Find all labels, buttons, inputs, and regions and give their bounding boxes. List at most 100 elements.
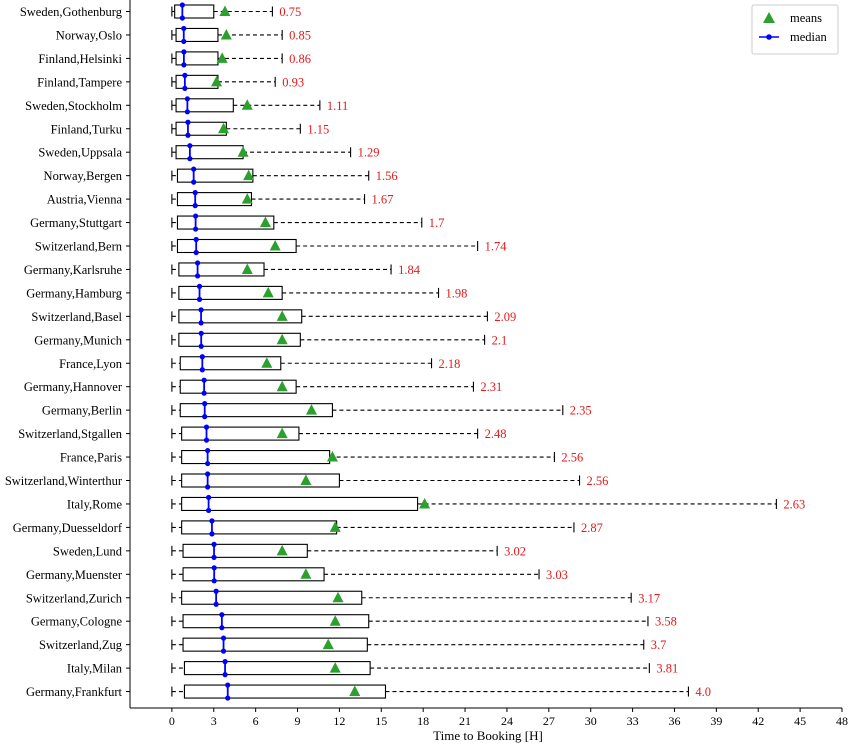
box-row: Germany,Frankfurt 4.0 xyxy=(26,682,711,701)
iqr-box xyxy=(182,543,308,558)
mean-marker xyxy=(276,310,288,321)
iqr-box xyxy=(178,332,301,347)
category-label: Germany,Cologne xyxy=(31,615,123,629)
mean-marker xyxy=(332,591,344,603)
median-value-label: 1.29 xyxy=(358,146,380,160)
median-dot-top xyxy=(205,494,212,501)
iqr-box xyxy=(181,449,331,465)
mean-marker xyxy=(300,474,312,485)
mean-marker xyxy=(241,193,253,204)
category-label: Norway,Oslo xyxy=(56,28,122,42)
box-row: Switzerland,Zurich 3.17 xyxy=(26,588,660,607)
median-value-label: 2.09 xyxy=(494,310,516,324)
mean-marker xyxy=(300,568,312,579)
category-label: Switzerland,Basel xyxy=(31,310,122,324)
mean-marker xyxy=(276,427,288,439)
category-label: Sweden,Stockholm xyxy=(25,99,122,113)
median-dot-bottom xyxy=(196,296,203,302)
category-label: Italy,Rome xyxy=(67,497,123,511)
legend-frame xyxy=(751,4,839,55)
category-label: Germany,Hannover xyxy=(24,380,123,394)
mean-marker xyxy=(262,286,274,298)
median-value-label: 3.7 xyxy=(651,638,667,652)
axes: 0 3 6 9 12 15 18 21 24 27 30 33 36 39 42 45 48 xyxy=(129,0,848,728)
mean-marker xyxy=(276,544,288,556)
median-dot-top xyxy=(211,565,217,571)
legend-means-label: means xyxy=(790,11,822,25)
median-dot-bottom xyxy=(198,320,204,326)
iqr-box xyxy=(179,403,333,418)
category-label: Finland,Turku xyxy=(51,122,123,136)
category-label: Italy,Milan xyxy=(67,662,123,676)
category-label: Switzerland,Zurich xyxy=(26,591,123,605)
median-dot-bottom xyxy=(201,390,207,396)
iqr-box xyxy=(181,496,419,512)
box-row: Sweden,Stockholm 1.11 xyxy=(25,96,348,115)
category-label: Germany,Frankfurt xyxy=(26,685,123,699)
median-dot-top xyxy=(179,2,185,8)
median-dot-top xyxy=(192,190,198,196)
iqr-box xyxy=(182,637,368,652)
box-row: Switzerland,Winterthur 2.56 xyxy=(5,471,609,490)
legend-mean-triangle-icon xyxy=(763,12,775,23)
box-row: Austria,Vienna 1.67 xyxy=(47,190,393,209)
median-value-label: 2.56 xyxy=(587,474,609,488)
median-value-label: 2.1 xyxy=(492,333,508,347)
iqr-box xyxy=(176,215,275,230)
median-value-label: 2.48 xyxy=(485,427,507,441)
category-label: Norway,Bergen xyxy=(44,169,123,183)
category-label: Germany,Muenster xyxy=(26,568,123,582)
box-row: Italy,Milan 3.81 xyxy=(67,659,678,678)
legend: means median xyxy=(751,4,839,55)
mean-marker xyxy=(220,28,232,40)
category-label: Switzerland,Winterthur xyxy=(5,474,123,488)
iqr-box xyxy=(175,74,219,89)
median-value-label: 0.93 xyxy=(282,75,304,89)
iqr-box xyxy=(175,145,244,160)
median-dot-bottom xyxy=(199,367,205,373)
median-dot-bottom xyxy=(225,695,231,701)
box-row: Germany,Hamburg 1.98 xyxy=(26,283,467,302)
median-dot-bottom xyxy=(209,531,215,537)
median-value-label: 0.85 xyxy=(289,28,311,42)
median-dot-bottom xyxy=(179,15,185,21)
median-dot-top xyxy=(187,143,193,149)
median-value-label: 2.56 xyxy=(561,451,583,465)
category-label: France,Paris xyxy=(60,451,122,465)
median-value-label: 1.84 xyxy=(398,263,421,277)
mean-marker xyxy=(259,216,271,228)
iqr-box xyxy=(175,27,219,43)
median-value-label: 1.7 xyxy=(429,216,445,230)
iqr-box xyxy=(178,309,303,324)
median-dot-top xyxy=(196,283,203,289)
box-row: Germany,Muenster 3.03 xyxy=(26,565,568,584)
median-dot-bottom xyxy=(182,85,188,91)
box-row: Germany,Stuttgart 1.7 xyxy=(30,213,445,232)
x-tick-label: 42 xyxy=(752,714,764,728)
box-row: Germany,Duesseldorf 2.87 xyxy=(13,518,603,537)
mean-marker xyxy=(269,240,281,251)
box-row: Germany,Cologne 3.58 xyxy=(31,612,677,631)
box-row: Switzerland,Basel 2.09 xyxy=(31,307,516,326)
box-row: Germany,Munich 2.1 xyxy=(34,330,508,349)
box-row: Sweden,Lund 3.02 xyxy=(53,541,526,560)
category-label: Sweden,Lund xyxy=(53,544,123,558)
mean-marker xyxy=(419,497,431,509)
x-tick-label: 3 xyxy=(211,714,217,728)
iqr-box xyxy=(176,192,253,207)
x-tick-label: 48 xyxy=(836,714,848,728)
median-dot-bottom xyxy=(202,414,208,420)
category-label: Switzerland,Bern xyxy=(35,240,123,254)
legend-median-dot-icon xyxy=(766,34,772,40)
iqr-box xyxy=(182,614,370,629)
median-dot-top xyxy=(198,307,204,313)
median-dot-bottom xyxy=(211,554,217,560)
mean-marker xyxy=(329,521,341,532)
median-dot-bottom xyxy=(193,249,199,256)
median-dot-top xyxy=(193,236,199,243)
median-value-label: 2.87 xyxy=(581,521,603,535)
median-dot-top xyxy=(213,588,219,594)
box-row: France,Paris 2.56 xyxy=(60,447,583,467)
category-label: Switzerland,Stgallen xyxy=(18,427,123,441)
iqr-box xyxy=(181,520,338,535)
